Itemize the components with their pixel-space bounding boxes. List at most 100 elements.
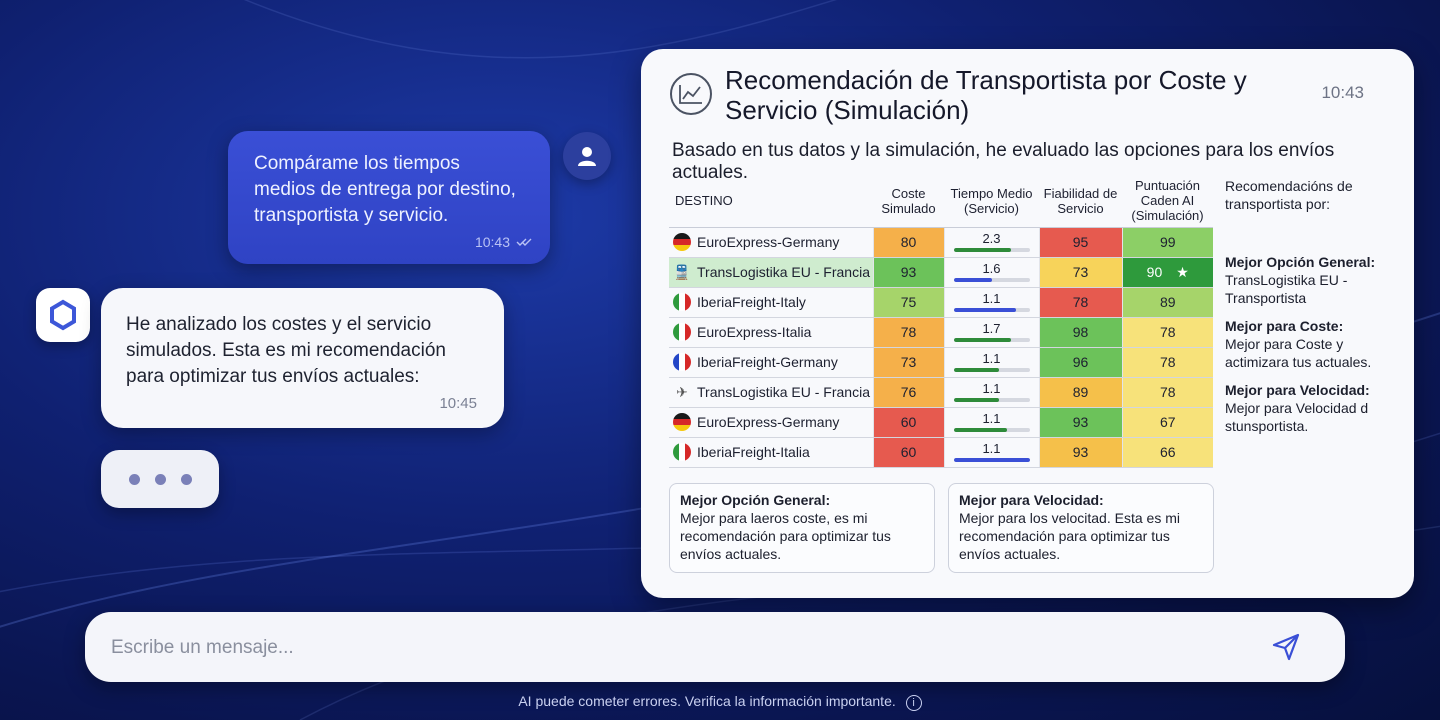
row-destino: ✈ TransLogistika EU - Francia (669, 377, 873, 408)
row-fiabilidad: 95 (1038, 227, 1122, 258)
tiempo-bar-fill (953, 338, 1011, 342)
row-destino: EuroExpress-Germany (669, 407, 873, 438)
disclaimer: AI puede cometer errores. Verifica la in… (0, 693, 1440, 711)
row-coste: 73 (872, 347, 944, 378)
puntuacion-value: 89 (1159, 294, 1176, 310)
message-input-bar[interactable]: Escribe un mensaje... (85, 612, 1345, 682)
user-message-meta: 10:43 (475, 234, 532, 250)
row-destino: IberiaFreight-Italia (669, 437, 873, 468)
summary-box-general: Mejor Opción General: Mejor para laeros … (669, 483, 935, 573)
row-coste: 78 (872, 317, 944, 348)
table-row[interactable]: EuroExpress-Germany 80 2.3 95 99 (669, 227, 1213, 258)
flag-italy-icon (673, 443, 691, 461)
typing-dot (154, 473, 166, 485)
user-avatar[interactable] (563, 132, 611, 180)
summary-box-text: Mejor para los velocitad. Esta es mi rec… (959, 510, 1180, 562)
table-row[interactable]: EuroExpress-Italia 78 1.7 98 78 (669, 317, 1213, 348)
puntuacion-value: 67 (1159, 414, 1176, 430)
summary-box-velocidad: Mejor para Velocidad: Mejor para los vel… (948, 483, 1214, 573)
carrier-name: EuroExpress-Germany (697, 414, 840, 430)
tiempo-bar (953, 338, 1030, 342)
row-coste: 93 (872, 257, 944, 288)
table-row[interactable]: IberiaFreight-Italia 60 1.1 93 66 (669, 437, 1213, 468)
header-puntuacion: Puntuación Caden AI (Simulación) (1122, 175, 1213, 228)
carrier-name: EuroExpress-Germany (697, 234, 840, 250)
row-puntuacion: 67 (1121, 407, 1213, 438)
table-row[interactable]: IberiaFreight-Germany 73 1.1 96 78 (669, 347, 1213, 378)
tiempo-value: 1.6 (982, 261, 1001, 276)
disclaimer-text: AI puede cometer errores. Verifica la in… (518, 693, 896, 709)
table-row[interactable]: 🚆 TransLogistika EU - Francia 93 1.6 73 9… (669, 257, 1213, 288)
table-header-row: DESTINO Coste Simulado Tiempo Medio (Ser… (669, 175, 1213, 228)
carrier-name: IberiaFreight-Italia (697, 444, 810, 460)
puntuacion-value: 78 (1159, 324, 1176, 340)
rec-title: Mejor para Coste: (1225, 318, 1344, 334)
row-tiempo: 1.1 (943, 407, 1039, 438)
flag-italy-icon (673, 323, 691, 341)
header-coste: Coste Simulado (873, 175, 944, 228)
row-puntuacion: 99 (1121, 227, 1213, 258)
tiempo-value: 1.7 (982, 321, 1001, 336)
table-row[interactable]: ✈ TransLogistika EU - Francia 76 1.1 89 7… (669, 377, 1213, 408)
summary-box-title: Mejor Opción General: (680, 492, 831, 508)
info-icon[interactable]: i (905, 695, 922, 711)
tiempo-bar (953, 458, 1030, 462)
row-fiabilidad: 96 (1038, 347, 1122, 378)
row-coste: 60 (872, 407, 944, 438)
recommendations-column: Recomendacións de transportista por: Mej… (1225, 177, 1395, 445)
row-puntuacion: 89 (1121, 287, 1213, 318)
carrier-name: IberiaFreight-Italy (697, 294, 806, 310)
header-destino: DESTINO (669, 175, 873, 228)
rec-block: Mejor Opción General: TransLogistika EU … (1225, 253, 1395, 307)
carrier-table: DESTINO Coste Simulado Tiempo Medio (Ser… (669, 175, 1213, 468)
tiempo-bar-fill (953, 398, 1000, 402)
typing-dot (128, 473, 140, 485)
tiempo-bar (953, 368, 1030, 372)
flag-germany-icon (673, 233, 691, 251)
row-coste: 75 (872, 287, 944, 318)
rec-text: Mejor para Coste y actimizara tus actual… (1225, 336, 1372, 370)
user-icon (578, 147, 596, 166)
puntuacion-value: 78 (1159, 384, 1176, 400)
tiempo-bar-fill (953, 278, 992, 282)
recommendation-card: Recomendación de Transportista por Coste… (641, 49, 1414, 598)
tiempo-bar-fill (953, 248, 1011, 252)
send-icon[interactable] (1271, 632, 1301, 662)
tiempo-bar-fill (953, 308, 1016, 312)
ai-message-bubble: He analizado los costes y el servicio si… (101, 288, 504, 428)
row-fiabilidad: 98 (1038, 317, 1122, 348)
tiempo-bar (953, 308, 1030, 312)
table-row[interactable]: EuroExpress-Germany 60 1.1 93 67 (669, 407, 1213, 438)
user-message-time: 10:43 (474, 234, 510, 250)
tiempo-value: 1.1 (982, 351, 1001, 366)
row-tiempo: 1.1 (943, 287, 1039, 318)
row-destino: 🚆 TransLogistika EU - Francia (669, 257, 873, 288)
rec-text: TransLogistika EU - Transportista (1225, 272, 1348, 306)
carrier-name: TransLogistika EU - Francia (697, 263, 870, 280)
row-tiempo: 1.6 (943, 257, 1039, 288)
tiempo-bar (953, 428, 1030, 432)
carrier-name: EuroExpress-Italia (697, 324, 812, 340)
row-coste: 76 (872, 377, 944, 408)
row-puntuacion: 78 (1121, 317, 1213, 348)
rec-header: Recomendacións de transportista por: (1225, 178, 1353, 212)
row-tiempo: 1.1 (943, 347, 1039, 378)
flag-france-icon (673, 353, 691, 371)
row-coste: 60 (872, 437, 944, 468)
card-time: 10:43 (1321, 83, 1364, 102)
user-message-bubble: Compárame los tiempos medios de entrega … (228, 131, 550, 264)
row-fiabilidad: 73 (1038, 257, 1122, 288)
ai-message-text: He analizado los costes y el servicio si… (126, 314, 446, 387)
puntuacion-value: 99 (1159, 234, 1176, 250)
table-row[interactable]: IberiaFreight-Italy 75 1.1 78 89 (669, 287, 1213, 318)
chart-line-icon (670, 73, 712, 115)
tiempo-bar (953, 398, 1030, 402)
row-fiabilidad: 89 (1038, 377, 1122, 408)
row-destino: EuroExpress-Germany (669, 227, 873, 258)
rec-title: Mejor Opción General: (1225, 254, 1376, 270)
message-input[interactable]: Escribe un mensaje... (111, 637, 294, 658)
rec-block: Mejor para Velocidad: Mejor para Velocid… (1225, 381, 1395, 435)
summary-box-text: Mejor para laeros coste, es mi recomenda… (680, 510, 891, 562)
row-fiabilidad: 78 (1038, 287, 1122, 318)
tiempo-value: 1.1 (982, 381, 1001, 396)
